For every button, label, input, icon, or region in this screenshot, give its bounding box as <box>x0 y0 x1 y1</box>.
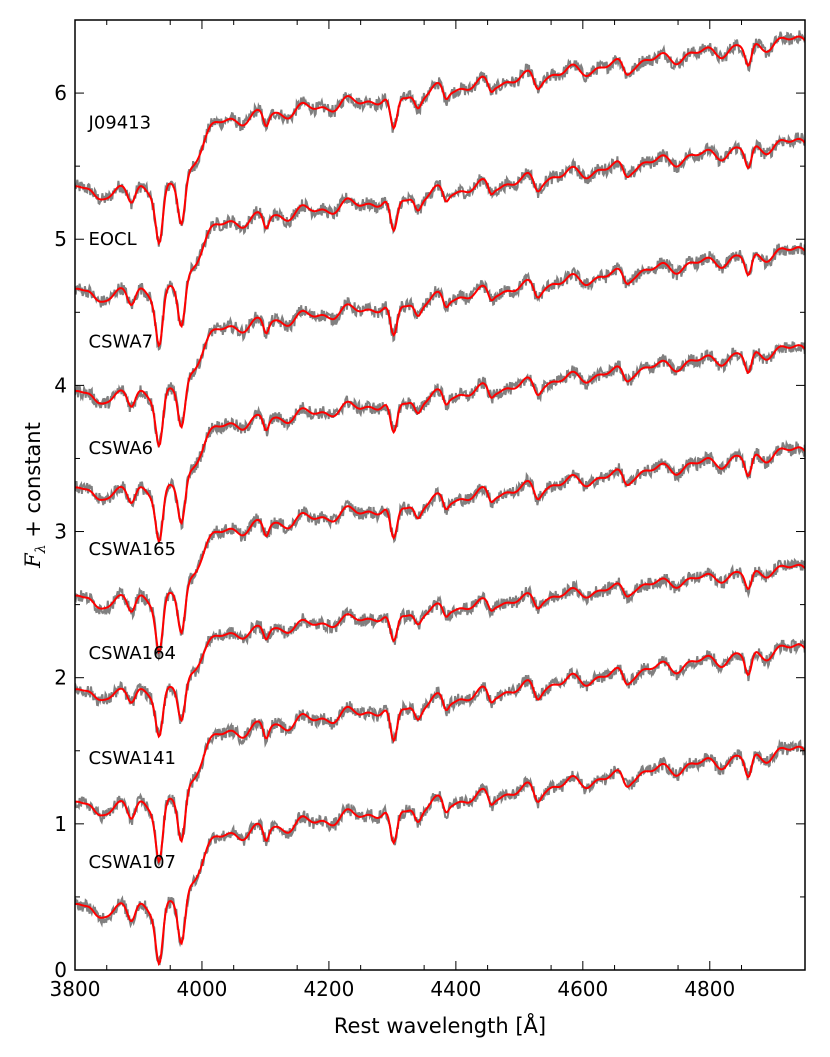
y-axis-label: Fλ + constant <box>21 422 49 569</box>
series-label-cswa141: CSWA141 <box>89 748 176 769</box>
observed-spectrum-cswa164 <box>75 557 805 736</box>
series-label-cswa164: CSWA164 <box>89 643 176 664</box>
model-spectrum-eocl <box>75 137 805 348</box>
series-label-cswa165: CSWA165 <box>89 539 176 560</box>
x-tick-label: 4600 <box>557 977 608 1001</box>
observed-spectrum-cswa6 <box>75 341 805 542</box>
x-tick-label: 4000 <box>177 977 228 1001</box>
series-label-eocl: EOCL <box>89 229 137 250</box>
model-spectrum-cswa7 <box>75 246 805 448</box>
y-axis-label-symbol: F <box>21 552 45 569</box>
plot-frame <box>74 19 806 971</box>
y-tick-label: 6 <box>54 81 67 105</box>
y-tick-label: 3 <box>54 520 67 544</box>
plot-area <box>75 30 805 967</box>
x-tick-label: 4200 <box>303 977 354 1001</box>
y-tick-label: 0 <box>54 958 67 982</box>
model-spectrum-cswa141 <box>75 643 805 864</box>
model-spectrum-j09413 <box>75 35 805 246</box>
y-axis-label-subscript: λ <box>33 544 49 554</box>
axis-tick-labels: 3800 4000 4200 4400 4600 4800 0 1 2 3 4 5 6 <box>50 81 736 1001</box>
observed-spectrum-cswa165 <box>75 439 805 662</box>
x-tick-label: 4800 <box>684 977 735 1001</box>
model-spectrum-cswa107 <box>75 745 805 967</box>
series-label-j09413: J09413 <box>88 112 152 133</box>
y-axis-label-rest: + constant <box>21 422 45 544</box>
x-tick-label: 4400 <box>430 977 481 1001</box>
model-spectrum-cswa164 <box>75 563 805 739</box>
x-tick-label: 3800 <box>50 977 101 1001</box>
y-tick-label: 4 <box>54 373 67 397</box>
series-label-cswa6: CSWA6 <box>89 438 154 459</box>
series-label-cswa107: CSWA107 <box>89 852 176 873</box>
axis-ticks <box>74 20 805 971</box>
model-spectrum-cswa6 <box>75 344 805 544</box>
y-tick-label: 5 <box>54 227 67 251</box>
series-label-cswa7: CSWA7 <box>89 332 154 353</box>
y-tick-label: 2 <box>54 666 67 690</box>
model-spectrum-cswa165 <box>75 446 805 655</box>
y-tick-label: 1 <box>54 812 67 836</box>
series-labels: J09413 EOCL CSWA7 CSWA6 CSWA165 CSWA164 CSWA14… <box>88 112 176 873</box>
x-axis-label: Rest wavelength [Å] <box>334 1012 546 1038</box>
